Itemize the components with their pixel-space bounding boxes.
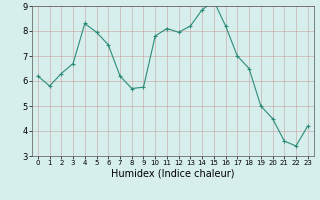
X-axis label: Humidex (Indice chaleur): Humidex (Indice chaleur) <box>111 169 235 179</box>
